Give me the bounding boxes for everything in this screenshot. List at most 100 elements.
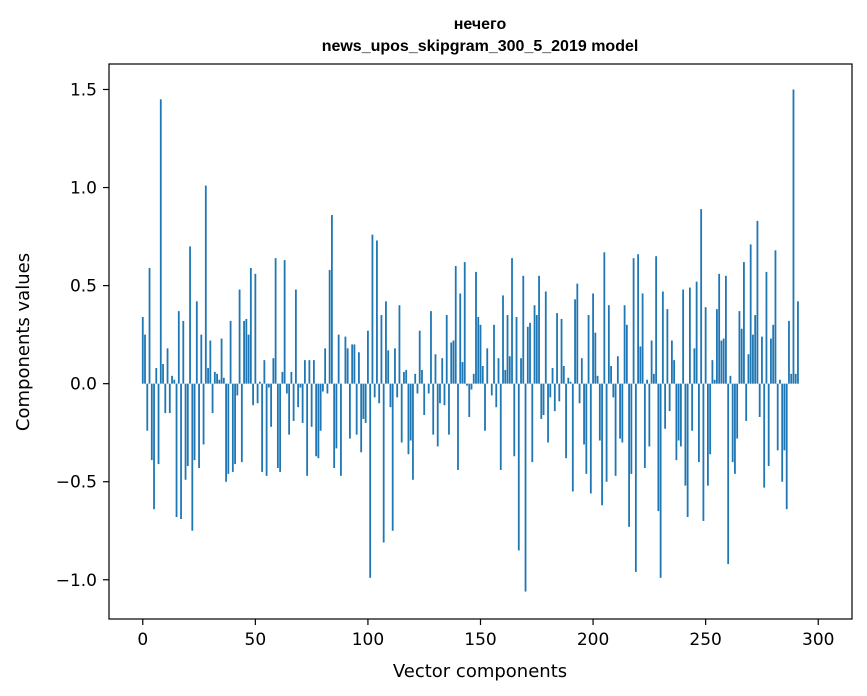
bar-147 — [472, 373, 475, 384]
bar-275 — [761, 336, 763, 384]
bar-170 — [524, 383, 527, 592]
bar-8 — [159, 99, 162, 384]
bar-249 — [702, 383, 705, 521]
x-tick-label: 300 — [802, 630, 834, 650]
bar-207 — [607, 305, 610, 384]
bar-239 — [679, 383, 682, 447]
bar-273 — [756, 220, 759, 384]
bar-72 — [303, 360, 306, 384]
bar-92 — [349, 383, 351, 439]
bar-140 — [457, 383, 459, 470]
bar-225 — [648, 383, 651, 447]
bar-series — [141, 89, 799, 592]
bar-3 — [148, 267, 151, 384]
bar-206 — [605, 383, 608, 482]
bar-223 — [643, 383, 646, 468]
bar-276 — [763, 383, 766, 488]
bar-13 — [171, 375, 173, 384]
bar-189 — [567, 377, 570, 384]
x-tick-label: 0 — [137, 630, 148, 650]
bar-123 — [418, 330, 421, 384]
bar-5 — [153, 383, 155, 510]
bar-51 — [256, 383, 259, 404]
bar-290 — [794, 373, 797, 384]
bar-83 — [328, 269, 331, 384]
bar-243 — [688, 287, 691, 384]
bar-11 — [166, 348, 169, 384]
bar-176 — [538, 275, 540, 384]
bar-55 — [265, 383, 268, 476]
bar-16 — [177, 311, 180, 384]
bar-201 — [594, 332, 597, 384]
bar-177 — [540, 383, 543, 419]
bar-263 — [734, 383, 736, 474]
bar-113 — [396, 383, 399, 398]
bar-79 — [319, 383, 322, 431]
bar-41 — [234, 383, 236, 465]
bar-288 — [790, 373, 793, 384]
bar-6 — [155, 367, 158, 384]
y-tick-label: −0.5 — [56, 473, 97, 493]
bar-37 — [225, 383, 227, 482]
bar-259 — [725, 275, 727, 384]
bar-159 — [499, 383, 502, 470]
bar-208 — [610, 366, 612, 384]
bar-241 — [684, 383, 687, 486]
bar-114 — [398, 305, 401, 384]
bar-252 — [709, 383, 712, 455]
bar-251 — [707, 383, 709, 486]
bar-281 — [774, 250, 777, 384]
bar-161 — [504, 369, 507, 384]
bar-248 — [700, 209, 703, 384]
bar-257 — [720, 340, 723, 384]
bar-162 — [506, 315, 509, 384]
bar-30 — [209, 340, 212, 384]
bar-118 — [407, 383, 410, 455]
bar-106 — [380, 315, 383, 384]
bar-103 — [373, 383, 376, 398]
bar-99 — [364, 383, 367, 423]
bar-78 — [317, 383, 320, 459]
x-axis-label: Vector components — [393, 661, 567, 682]
bar-216 — [628, 383, 630, 527]
bar-272 — [754, 315, 757, 384]
bar-7 — [157, 383, 160, 465]
bar-191 — [571, 383, 574, 492]
bar-87 — [337, 334, 340, 384]
bar-133 — [441, 358, 444, 384]
bar-287 — [788, 320, 790, 384]
bar-50 — [254, 273, 257, 384]
bar-29 — [207, 367, 209, 384]
bar-167 — [517, 383, 520, 551]
bar-283 — [779, 379, 781, 384]
bar-81 — [324, 348, 327, 384]
bar-121 — [414, 373, 417, 384]
bar-258 — [722, 338, 725, 384]
bar-64 — [285, 383, 288, 394]
bar-269 — [747, 354, 750, 384]
bar-109 — [387, 350, 390, 384]
bar-120 — [412, 383, 414, 480]
bar-76 — [312, 360, 315, 384]
bar-254 — [713, 379, 716, 384]
bar-85 — [333, 383, 336, 468]
bar-88 — [340, 383, 342, 476]
bar-222 — [641, 293, 644, 384]
bar-240 — [682, 289, 685, 384]
bar-82 — [326, 383, 329, 394]
bar-160 — [502, 295, 504, 384]
bar-221 — [639, 346, 642, 384]
bar-256 — [718, 273, 721, 384]
bar-142 — [461, 362, 464, 384]
bar-39 — [229, 320, 232, 384]
bar-97 — [360, 383, 363, 453]
bar-69 — [297, 383, 300, 408]
bar-139 — [454, 266, 457, 384]
y-axis-label: Components values — [13, 253, 34, 431]
bar-10 — [164, 383, 167, 414]
bar-204 — [601, 383, 603, 506]
bar-111 — [391, 383, 394, 531]
bar-255 — [716, 309, 718, 384]
bar-73 — [306, 383, 309, 476]
bar-145 — [468, 383, 471, 417]
